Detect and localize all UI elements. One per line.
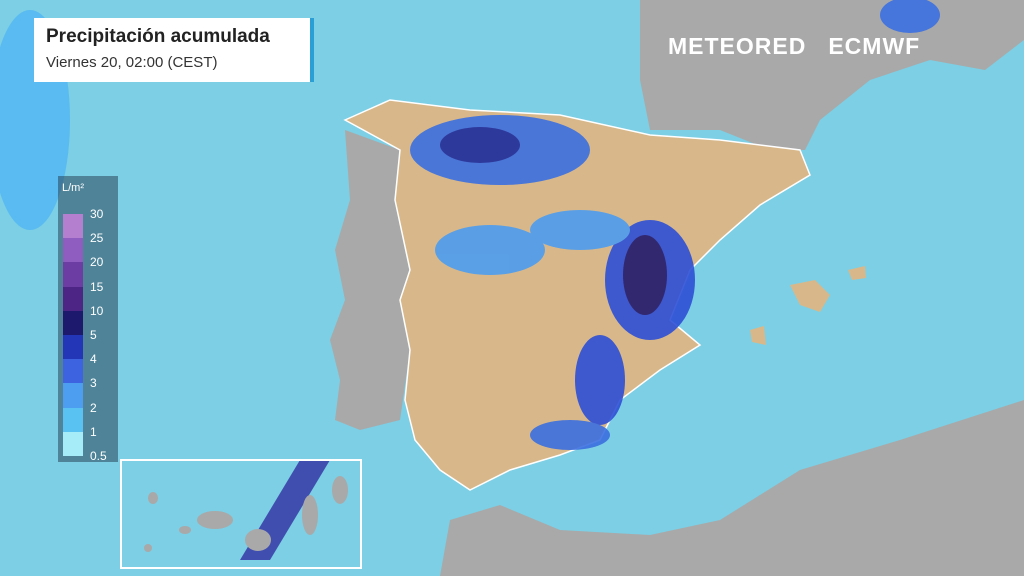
- brand: METEORED: [668, 33, 807, 59]
- legend-unit: L/m²: [62, 182, 84, 194]
- legend-label: 25: [90, 231, 104, 246]
- legend-swatch: [63, 238, 83, 263]
- legend-swatch: [63, 431, 83, 456]
- legend-swatch: [63, 286, 83, 311]
- legend-swatch: [63, 359, 83, 384]
- baleares: [750, 266, 866, 345]
- portugal: [330, 130, 410, 430]
- legend-label: 1: [90, 424, 97, 439]
- legend-label: 3: [90, 376, 97, 391]
- precipitation: [0, 0, 940, 560]
- legend-label: 2: [90, 400, 97, 415]
- legend: L/m² 30 25 20 15 10 5 4 3 2 1 0.5: [58, 176, 118, 463]
- france: [640, 0, 1024, 150]
- legend-label: 30: [90, 207, 104, 221]
- legend-label: 4: [90, 352, 97, 367]
- legend-label: 5: [90, 328, 97, 342]
- brand: ECMWF: [828, 33, 921, 59]
- legend-label: 10: [90, 303, 104, 318]
- legend-swatch: [63, 262, 83, 287]
- brands: METEORED ECMWF: [668, 33, 920, 60]
- legend-swatch: [63, 335, 83, 360]
- legend-label: 20: [90, 255, 104, 270]
- spain: [343, 99, 811, 491]
- legend-swatch: [63, 214, 83, 239]
- subtitle: Viernes 20, 02:00 (CEST): [46, 54, 218, 71]
- legend-swatch: [63, 310, 83, 335]
- legend-swatch: [63, 383, 83, 408]
- legend-swatch: [63, 407, 83, 432]
- legend-label: 0.5: [90, 449, 107, 463]
- canarias-inset: [120, 459, 362, 569]
- africa: [440, 400, 1024, 576]
- canarias: [144, 476, 348, 552]
- title-box: Precipitación acumulada Viernes 20, 02:0…: [34, 18, 314, 82]
- legend-label: 15: [90, 279, 104, 294]
- title: Precipitación acumulada: [46, 26, 270, 47]
